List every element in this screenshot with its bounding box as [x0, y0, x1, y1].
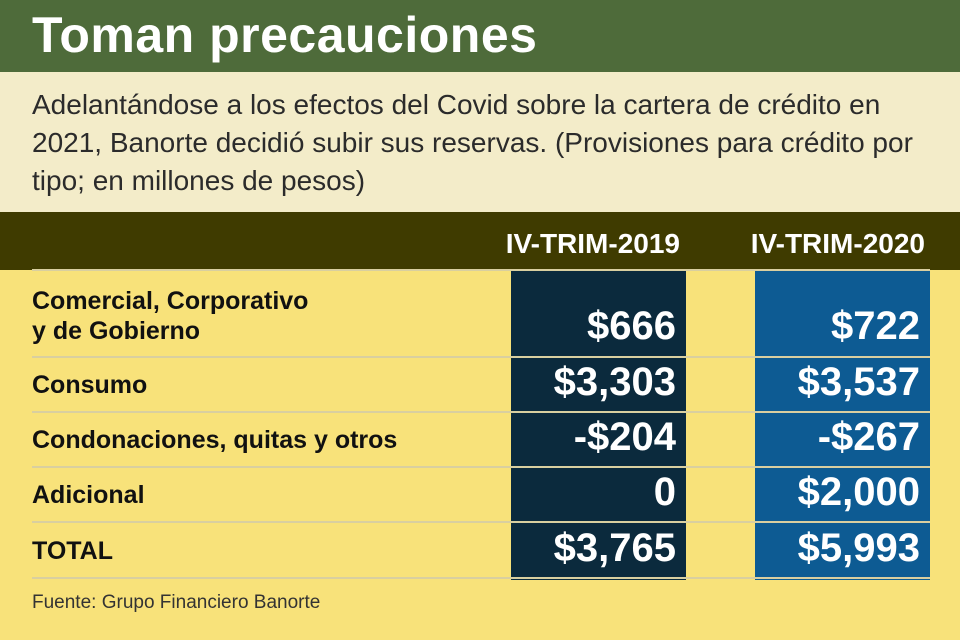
row-label-adicional: Adicional	[32, 481, 145, 509]
row-label-comercial: Comercial, Corporativo y de Gobierno	[32, 286, 502, 346]
row-label-line: y de Gobierno	[32, 317, 201, 345]
row-label-total: TOTAL	[32, 537, 114, 565]
subtitle-box: Adelantándose a los efectos del Covid so…	[0, 72, 960, 212]
column-header-2020: IV-TRIM-2020	[750, 228, 925, 259]
cell-comercial-2020: $722	[831, 304, 920, 348]
row-divider	[32, 411, 930, 413]
cell-total-2020: $5,993	[797, 526, 920, 570]
row-label-line: Comercial, Corporativo	[32, 287, 309, 315]
row-divider	[32, 356, 930, 358]
cell-comercial-2019: $666	[587, 304, 676, 348]
cell-condonaciones-2019: -$204	[573, 415, 676, 459]
cell-consumo-2020: $3,537	[797, 360, 920, 404]
source-note: Fuente: Grupo Financiero Banorte	[32, 592, 321, 613]
cell-condonaciones-2020: -$267	[817, 415, 920, 459]
row-divider	[32, 466, 930, 468]
title-bar: Toman precauciones	[0, 0, 960, 72]
cell-adicional-2019: 0	[653, 470, 676, 514]
table-header-bar	[0, 212, 960, 270]
row-divider	[32, 577, 930, 579]
column-2019-background	[511, 270, 686, 580]
cell-adicional-2020: $2,000	[797, 470, 920, 514]
row-label-consumo: Consumo	[32, 371, 148, 399]
row-label-condonaciones: Condonaciones, quitas y otros	[32, 426, 398, 454]
cell-consumo-2019: $3,303	[553, 360, 676, 404]
column-header-2019: IV-TRIM-2019	[505, 228, 680, 259]
row-divider	[32, 269, 930, 271]
row-divider	[32, 521, 930, 523]
cell-total-2019: $3,765	[553, 526, 676, 570]
column-2020-background	[755, 270, 930, 580]
chart-title: Toman precauciones	[32, 7, 538, 63]
chart-subtitle: Adelantándose a los efectos del Covid so…	[32, 89, 913, 196]
